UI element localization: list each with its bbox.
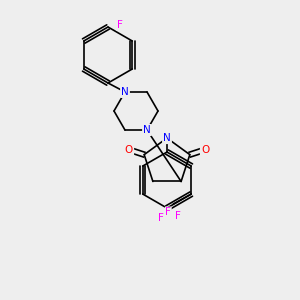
Text: F: F — [165, 207, 171, 217]
Text: O: O — [201, 145, 209, 155]
Text: N: N — [163, 133, 171, 143]
Text: O: O — [125, 145, 133, 155]
Text: F: F — [158, 213, 164, 223]
Text: F: F — [175, 211, 181, 221]
Text: F: F — [117, 20, 123, 30]
Text: N: N — [121, 87, 129, 97]
Text: N: N — [143, 125, 151, 135]
